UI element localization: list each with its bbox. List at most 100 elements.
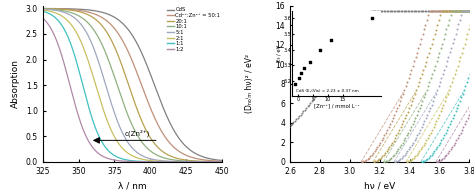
Point [410,141,417,144]
Point [425,13,432,16]
Point [411,116,419,120]
Point [444,9,451,12]
Point [417,148,425,151]
Point [424,84,432,88]
Point [302,106,310,110]
Point [328,73,336,76]
Point [432,92,439,95]
Point [300,110,307,113]
Point [331,68,338,72]
Point [372,9,379,12]
Point [399,92,407,95]
Point [401,116,409,120]
Point [450,113,458,116]
Point [310,98,317,101]
Point [445,9,453,12]
Point [430,68,438,71]
Point [467,9,474,12]
Point [288,122,296,126]
Point [462,9,470,12]
Point [426,106,434,110]
Point [459,47,467,50]
Point [408,100,416,103]
Point [440,37,447,40]
Point [419,9,427,12]
Point [467,110,474,113]
Point [366,11,374,14]
Point [434,23,441,26]
Point [415,81,423,84]
Point [362,158,370,161]
Point [383,150,390,153]
Point [400,9,408,12]
Point [465,28,473,31]
Point [450,144,457,147]
Point [398,156,406,159]
Point [391,113,398,116]
Point [407,146,414,149]
Point [381,134,388,137]
Point [294,116,301,119]
Point [333,64,341,67]
Point [460,9,468,12]
Point [458,9,465,12]
Point [427,9,434,12]
Point [463,9,470,12]
Point [383,9,391,12]
Point [285,125,293,129]
Point [397,126,404,129]
Point [433,88,441,91]
Point [430,96,438,99]
Point [400,120,407,123]
Point [412,55,419,58]
Point [466,23,474,26]
Point [295,115,303,118]
Point [386,123,394,126]
Point [450,9,457,12]
Point [463,120,470,123]
Point [394,131,401,134]
Point [365,156,373,159]
Point [397,157,404,160]
Point [318,86,326,90]
Point [422,116,429,120]
Point [382,131,390,134]
Point [297,113,304,116]
Point [445,9,453,12]
Point [392,134,400,137]
Point [443,153,450,156]
Point [342,51,349,54]
Point [439,72,447,75]
Point [393,9,401,12]
Point [464,9,472,12]
Point [391,136,399,140]
Point [403,9,410,12]
Point [396,9,403,12]
Point [464,33,471,36]
Point [390,9,398,12]
Point [322,81,330,84]
Point [422,60,430,63]
Point [381,160,388,163]
Point [395,158,403,161]
Point [460,9,468,12]
Point [419,146,426,149]
Point [452,68,460,71]
Point [434,160,442,163]
Point [378,139,385,142]
Point [449,77,457,80]
Point [389,155,397,158]
Point [413,51,421,54]
Point [314,92,321,95]
Point [301,108,309,111]
Point [369,152,377,155]
Point [418,160,426,163]
Point [419,122,427,126]
Point [408,144,416,147]
Point [442,64,449,67]
Point [440,68,448,71]
Point [441,99,448,103]
Point [340,53,348,57]
Point [439,136,447,140]
Point [419,68,427,72]
